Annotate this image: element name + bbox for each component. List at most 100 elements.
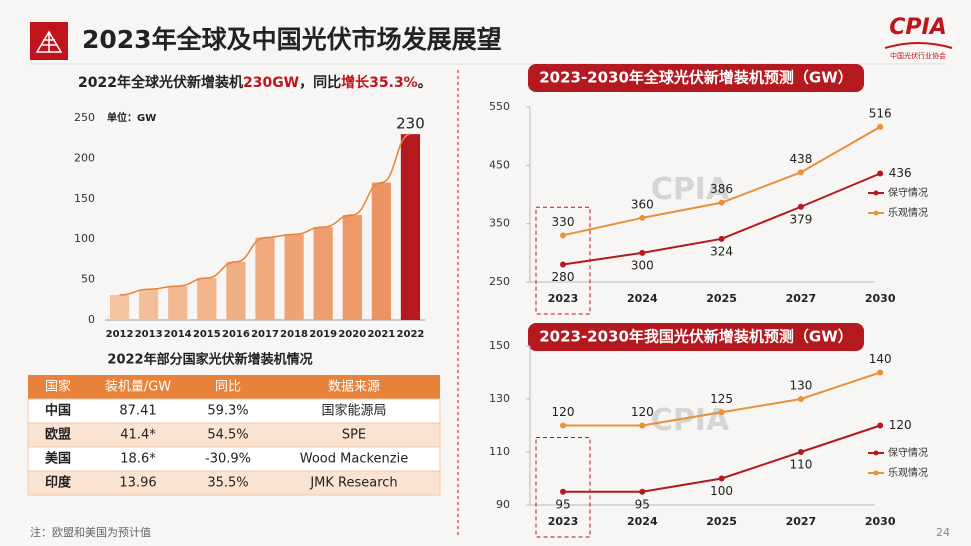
point <box>877 170 884 177</box>
data-label: 280 <box>552 270 575 284</box>
watermark: CPIA <box>651 403 730 438</box>
x-tick-label: 2024 <box>627 292 658 305</box>
data-label: 100 <box>710 484 733 498</box>
subtitle-part: 。 <box>418 75 432 91</box>
watermark: CPIA <box>651 172 730 207</box>
point <box>639 488 646 495</box>
bar <box>342 214 362 320</box>
bar <box>168 286 188 320</box>
point <box>639 422 646 429</box>
point <box>560 422 566 429</box>
data-label: 130 <box>789 379 812 393</box>
table-row-bg <box>27 470 441 496</box>
x-tick-label: 2030 <box>865 292 896 305</box>
point <box>877 369 884 376</box>
table-cell: 59.3% <box>207 404 248 419</box>
x-tick-label: 2021 <box>367 329 395 340</box>
chart-title: 2023-2030年全球光伏新增装机预测（GW） <box>539 69 853 87</box>
table-header-bg <box>28 375 440 399</box>
x-tick-label: 2027 <box>786 515 817 528</box>
data-label: 379 <box>789 212 812 226</box>
point <box>797 396 804 402</box>
point <box>877 422 884 429</box>
subtitle-part: 230GW <box>243 75 299 91</box>
x-tick-label: 2017 <box>251 329 279 340</box>
legend-dot <box>873 450 879 456</box>
x-tick-label: 2025 <box>706 515 737 528</box>
bar <box>255 237 275 320</box>
y-tick-label: 150 <box>489 339 510 352</box>
point <box>797 449 804 455</box>
x-tick-label: 2019 <box>309 329 337 340</box>
logo-subtitle: 中国光伏行业协会 <box>890 51 946 60</box>
subtitle-part: 增长35.3% <box>341 74 418 91</box>
point <box>797 169 804 176</box>
table-cell: -30.9% <box>205 452 251 467</box>
icon-glyph <box>35 30 63 53</box>
trend-curve <box>119 133 411 296</box>
x-tick-label: 2018 <box>280 329 308 340</box>
chart-subtitle: 2022年全球光伏新增装机230GW，同比增长35.3%。 <box>78 74 432 91</box>
point <box>560 261 566 268</box>
y-tick-label: 550 <box>489 100 510 113</box>
legend-dot <box>873 470 879 476</box>
table-cell: JMK Research <box>309 476 397 491</box>
data-label: 360 <box>631 197 654 211</box>
point <box>718 235 725 242</box>
logo-name: CPIA <box>889 15 946 40</box>
legend-label: 保守情况 <box>888 446 928 459</box>
bar <box>313 227 333 320</box>
bar <box>284 234 304 320</box>
data-label: 110 <box>789 458 812 472</box>
table-header-cell: 国家 <box>45 379 71 395</box>
x-tick-label: 2023 <box>548 292 579 305</box>
legend-label: 保守情况 <box>888 186 928 199</box>
note: 注：欧盟和美国为预计值 <box>30 525 151 539</box>
x-tick-label: 2020 <box>338 329 366 340</box>
table-cell: 欧盟 <box>45 427 71 443</box>
chart-banner <box>528 323 864 351</box>
table-cell: Wood Mackenzie <box>300 452 408 467</box>
x-tick-label: 2024 <box>627 515 658 528</box>
y-tick-label: 350 <box>489 217 510 230</box>
table-row-bg <box>27 422 441 448</box>
point <box>718 475 725 482</box>
data-label: 330 <box>552 215 575 229</box>
point <box>718 199 725 206</box>
table-cell: 印度 <box>45 475 72 491</box>
bar <box>371 182 391 320</box>
table-cell: 国家能源局 <box>321 403 386 419</box>
x-tick-label: 2025 <box>706 292 737 305</box>
y-tick-label: 450 <box>489 158 510 171</box>
x-tick-label: 2013 <box>135 329 163 340</box>
y-tick-label: 150 <box>74 192 95 205</box>
legend-dot <box>873 190 879 196</box>
table-cell: 18.6* <box>120 452 156 467</box>
data-label: 436 <box>889 166 912 180</box>
data-label: 230 <box>396 115 425 133</box>
point <box>877 123 884 130</box>
point <box>639 214 646 221</box>
table-cell: SPE <box>342 428 366 443</box>
x-tick-label: 2016 <box>222 329 250 340</box>
data-label: 300 <box>631 258 654 272</box>
y-tick-label: 250 <box>74 111 95 124</box>
point <box>718 409 725 416</box>
x-tick-label: 2023 <box>548 515 579 528</box>
table-cell: 35.5% <box>207 476 248 491</box>
point <box>797 203 804 210</box>
logo-arc <box>884 42 953 49</box>
data-label: 324 <box>710 244 733 258</box>
point <box>560 232 566 239</box>
table-cell: 41.4* <box>120 428 156 443</box>
data-label: 120 <box>889 418 912 432</box>
x-tick-label: 2012 <box>106 329 134 340</box>
x-tick-label: 2027 <box>786 292 817 305</box>
point <box>639 249 646 256</box>
slide-title: 2023年全球及中国光伏市场发展展望 <box>82 25 502 54</box>
page-number: 24 <box>936 526 950 539</box>
x-tick-label: 2015 <box>193 329 221 340</box>
y-tick-label: 250 <box>489 275 510 288</box>
y-tick-label: 50 <box>81 273 95 286</box>
